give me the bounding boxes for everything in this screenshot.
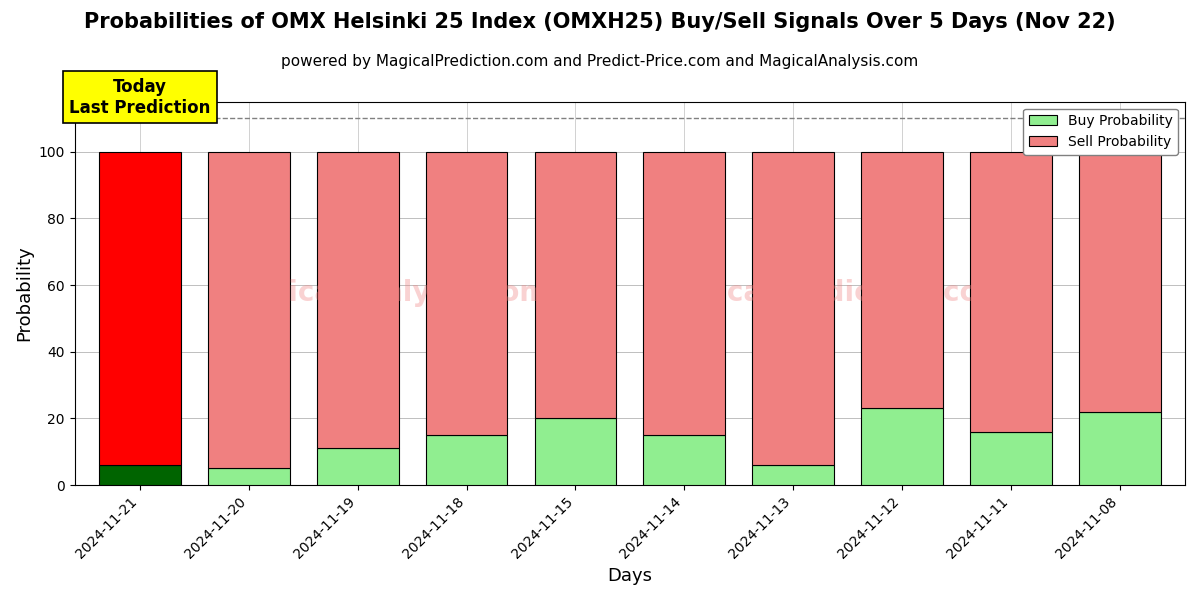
Bar: [426, 152, 508, 435]
Bar: [752, 465, 834, 485]
Bar: [1079, 152, 1160, 412]
Bar: [862, 152, 943, 409]
Bar: [970, 152, 1051, 432]
Text: MagicalAnalysis.com: MagicalAnalysis.com: [222, 280, 548, 307]
Bar: [208, 152, 289, 469]
Bar: [208, 469, 289, 485]
X-axis label: Days: Days: [607, 567, 653, 585]
Bar: [100, 465, 181, 485]
Y-axis label: Probability: Probability: [16, 245, 34, 341]
Bar: [1079, 412, 1160, 485]
Bar: [534, 152, 617, 418]
Text: Probabilities of OMX Helsinki 25 Index (OMXH25) Buy/Sell Signals Over 5 Days (No: Probabilities of OMX Helsinki 25 Index (…: [84, 12, 1116, 32]
Bar: [752, 152, 834, 465]
Text: Today
Last Prediction: Today Last Prediction: [70, 78, 211, 117]
Bar: [317, 152, 398, 448]
Bar: [317, 448, 398, 485]
Bar: [643, 152, 725, 435]
Legend: Buy Probability, Sell Probability: Buy Probability, Sell Probability: [1024, 109, 1178, 155]
Text: powered by MagicalPrediction.com and Predict-Price.com and MagicalAnalysis.com: powered by MagicalPrediction.com and Pre…: [281, 54, 919, 69]
Bar: [100, 152, 181, 465]
Bar: [862, 409, 943, 485]
Bar: [970, 432, 1051, 485]
Bar: [534, 418, 617, 485]
Bar: [426, 435, 508, 485]
Bar: [643, 435, 725, 485]
Text: MagicalPrediction.com: MagicalPrediction.com: [652, 280, 1008, 307]
